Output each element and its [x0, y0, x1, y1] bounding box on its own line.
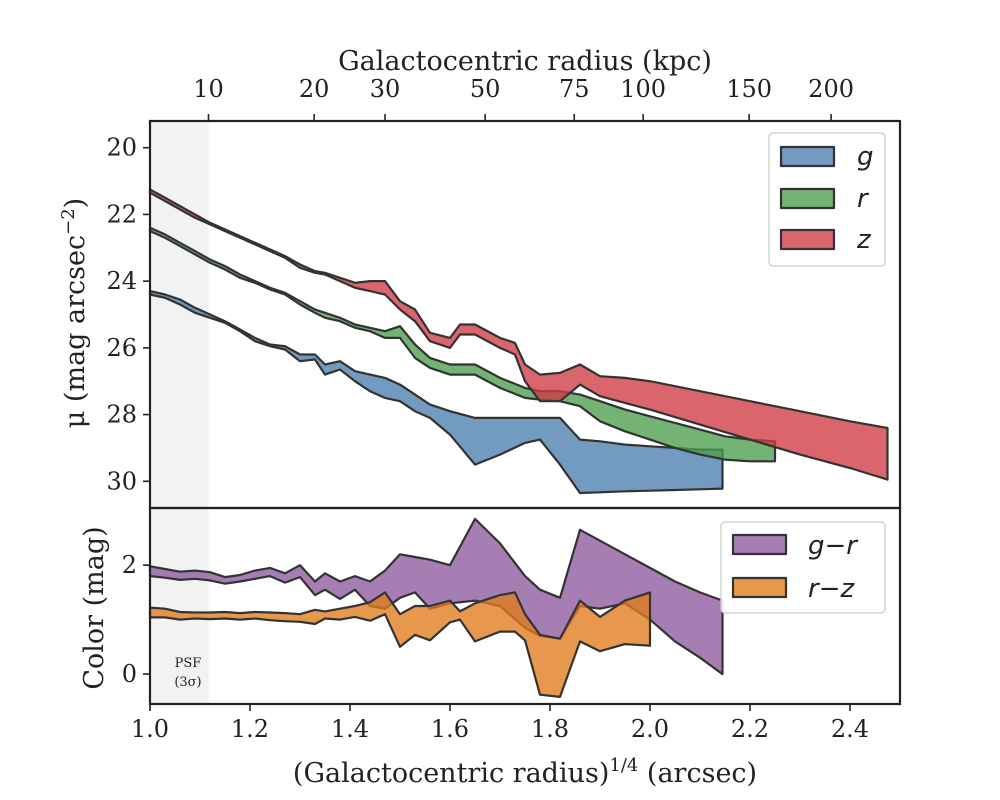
bottom-ytick-label: 2 [122, 551, 137, 579]
legend-label-z: z [856, 225, 872, 255]
bottom-xtick-label: 1.4 [331, 715, 369, 743]
top-ytick-label: 30 [106, 467, 137, 495]
bottom-xtick-label: 1.8 [531, 715, 569, 743]
top-kpc-tick-label: 30 [370, 75, 401, 103]
top-ytick-label: 26 [106, 334, 137, 362]
top-kpc-tick-label: 10 [193, 75, 224, 103]
psf-shade-bottom [150, 508, 209, 704]
top-kpc-tick-label: 200 [808, 75, 854, 103]
bottom-xtick-label: 2.0 [631, 715, 669, 743]
top-y-axis-title: μ (mag arcsec−2) [58, 198, 91, 428]
top-ytick-label: 20 [106, 134, 137, 162]
legend-swatch-r [779, 187, 836, 210]
bottom-xtick-label: 2.4 [831, 715, 869, 743]
legend-swatch-z [779, 228, 836, 251]
band-g-minus-r [148, 517, 724, 676]
band-r [148, 226, 777, 463]
top-kpc-tick-label: 20 [299, 75, 330, 103]
psf-sigma-label: (3σ) [174, 675, 201, 690]
top-kpc-tick-label: 100 [620, 75, 666, 103]
top-kpc-tick-label: 150 [726, 75, 772, 103]
legend-label-g: g [857, 142, 874, 172]
legend-swatch-r-z [731, 576, 788, 599]
top-legend: g r z [768, 132, 886, 267]
top-kpc-tick-label: 50 [470, 75, 501, 103]
bottom-x-axis-title: (Galactocentric radius)1/4 (arcsec) [293, 755, 757, 789]
legend-label-r: r [857, 184, 870, 214]
psf-label: PSF [175, 656, 202, 671]
bottom-xtick-label: 1.0 [131, 715, 169, 743]
bottom-xtick-label: 2.2 [731, 715, 769, 743]
bottom-y-axis-title: Color (mag) [79, 526, 110, 689]
top-ytick-label: 28 [106, 401, 137, 429]
legend-label-g-r: g−r [808, 531, 859, 561]
legend-swatch-g-r [731, 533, 788, 556]
top-ytick-label: 22 [106, 200, 137, 228]
top-kpc-tick-label: 75 [559, 75, 590, 103]
bottom-xtick-label: 1.6 [431, 715, 469, 743]
bottom-ytick-label: 0 [122, 660, 137, 688]
axis-ticks: 20 22 24 26 28 30 10 20 30 50 75 100 150 200 0 2 1.0 1.2 1… [106, 75, 869, 743]
band-g [148, 290, 724, 495]
band-z [148, 188, 889, 481]
top-x-axis-title: Galactocentric radius (kpc) [338, 46, 712, 77]
legend-label-r-z: r−z [808, 574, 855, 604]
bottom-panel-frame [148, 506, 902, 706]
top-ytick-label: 24 [106, 267, 137, 295]
bottom-xtick-label: 1.2 [231, 715, 269, 743]
legend-swatch-g [779, 145, 836, 168]
band-r-minus-z [148, 591, 652, 698]
bottom-legend: g−r r−z [720, 521, 886, 614]
bottom-panel-bands [148, 517, 724, 698]
top-panel-bands [148, 188, 889, 495]
